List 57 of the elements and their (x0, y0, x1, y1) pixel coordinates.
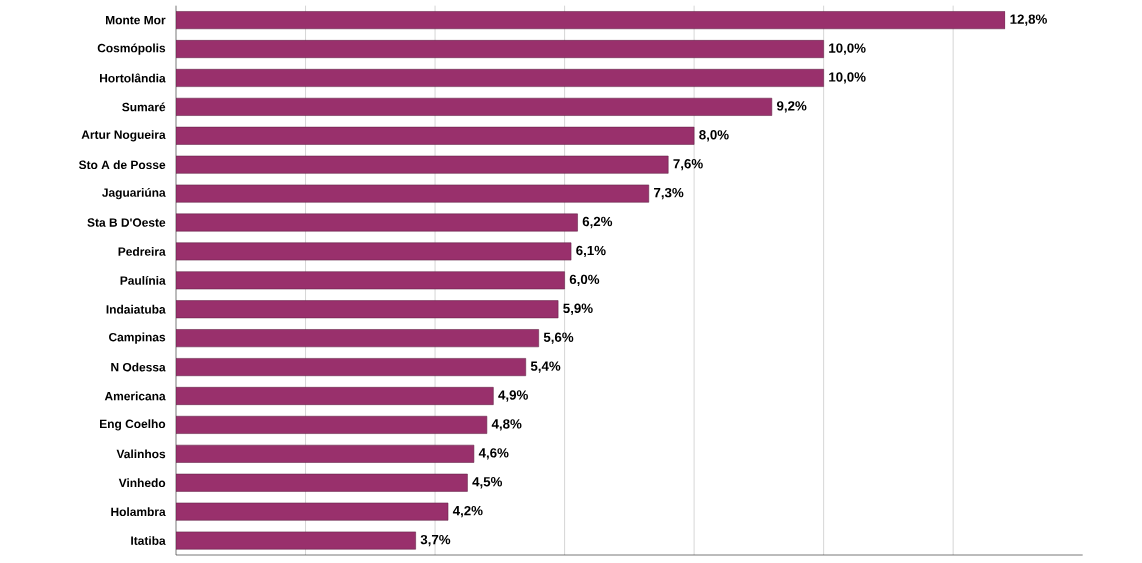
y-tick-label: Cosmópolis (97, 43, 166, 55)
y-tick-label: N Odessa (111, 362, 166, 372)
bar (176, 444, 475, 463)
data-label: 10,0% (829, 43, 866, 55)
y-tick-label: Holambra (111, 507, 166, 517)
y-tick-label: Hortolândia (100, 73, 166, 83)
data-label: 3,7% (420, 534, 451, 547)
y-tick-label: Eng Coelho (100, 419, 166, 431)
bar (176, 329, 539, 348)
y-tick-label: Valinhos (116, 449, 166, 459)
y-tick-label: Vinhedo (118, 478, 166, 488)
data-label: 7,3% (654, 187, 684, 200)
bar (176, 213, 578, 232)
bar (176, 415, 488, 434)
y-tick-label: Sto A de Posse (78, 160, 166, 170)
data-label: 8,0% (699, 130, 729, 142)
bar (176, 155, 669, 174)
data-label: 10,0% (829, 72, 866, 84)
y-tick-label: Jaguariúna (102, 187, 166, 200)
y-tick-label: Itatiba (131, 536, 166, 545)
data-label: 5,4% (530, 361, 561, 373)
data-label: 7,6% (673, 159, 703, 171)
data-label: 6,1% (576, 245, 606, 258)
bar (176, 387, 494, 405)
bar (176, 97, 773, 116)
y-tick-label: Pedreira (118, 247, 166, 256)
data-label: 5,6% (543, 332, 574, 344)
bar (176, 531, 416, 550)
y-tick-label: Artur Nogueira (81, 130, 166, 142)
data-label: 5,9% (563, 303, 593, 315)
y-tick-label: Indaiatuba (106, 304, 166, 314)
bar (176, 300, 559, 319)
y-tick-label: Sta B D'Oeste (87, 218, 166, 227)
bar (176, 358, 526, 377)
bar (176, 502, 449, 521)
bar (176, 11, 1006, 30)
bar (176, 473, 468, 492)
bar (176, 40, 824, 58)
data-label: 6,2% (582, 216, 613, 229)
y-tick-label: Campinas (109, 332, 166, 344)
data-label: 9,2% (776, 101, 807, 113)
data-label: 4,9% (498, 390, 528, 402)
data-label: 4,2% (452, 505, 483, 518)
bar (176, 126, 695, 145)
data-label: 4,5% (472, 477, 503, 489)
y-tick-label: Sumaré (122, 102, 166, 112)
data-label: 12,8% (1010, 14, 1047, 26)
bar (176, 184, 650, 203)
bar (176, 271, 565, 290)
data-label: 4,6% (478, 448, 509, 460)
bar (176, 242, 572, 261)
y-tick-label: Monte Mor (106, 15, 166, 25)
bar (176, 69, 824, 87)
data-label: 4,8% (491, 419, 522, 431)
y-tick-label: Americana (104, 391, 166, 401)
y-tick-label: Paulínia (120, 275, 166, 285)
data-label: 6,0% (569, 274, 600, 287)
